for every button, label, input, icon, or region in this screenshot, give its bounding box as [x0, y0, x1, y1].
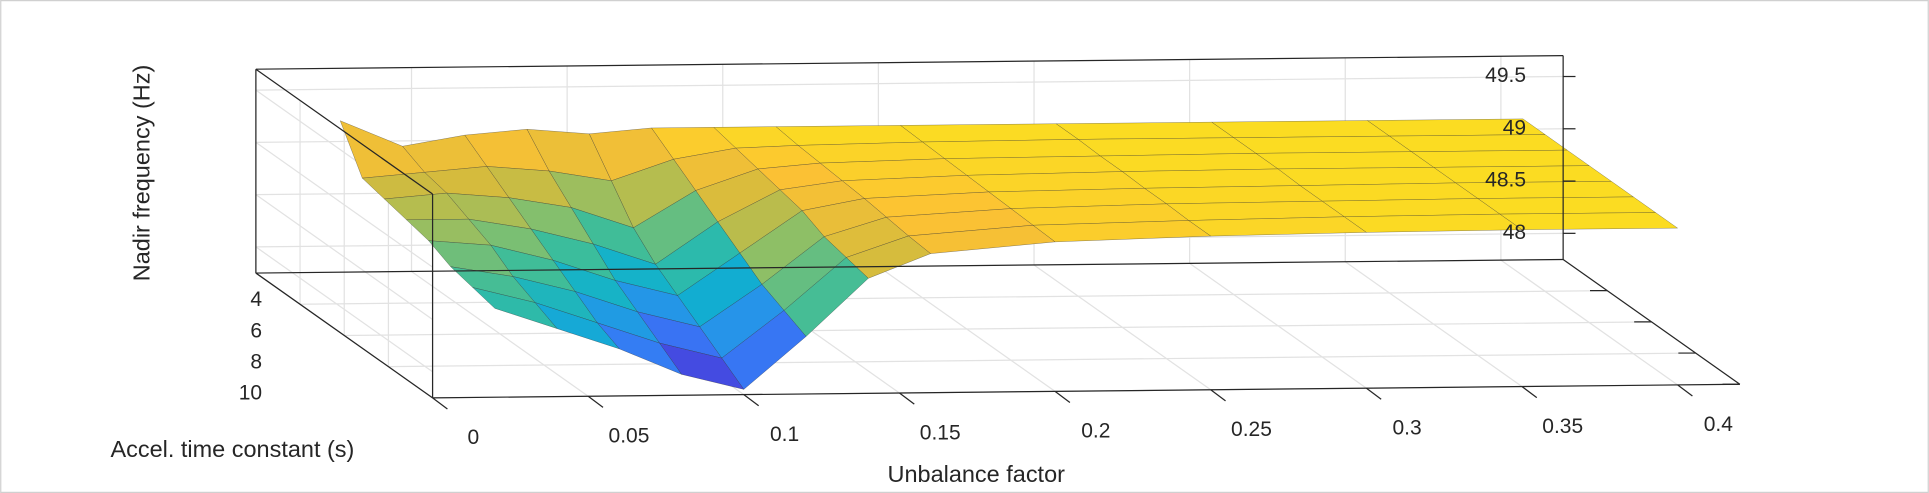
- axis-line: [255, 68, 433, 195]
- x-tick-label: 0.3: [1393, 416, 1422, 439]
- x-tick-label: 0.4: [1704, 413, 1734, 436]
- surface: [339, 118, 1679, 390]
- surface-patch: [1477, 196, 1657, 215]
- surface-patch: [1454, 181, 1635, 199]
- surface-patch: [1321, 198, 1501, 218]
- surface-patch: [1210, 120, 1391, 138]
- surface-patch: [1143, 185, 1323, 205]
- x-tick: [587, 395, 604, 408]
- y-axis-label: Accel. time constant (s): [110, 436, 354, 462]
- x-tick-label: 0.15: [920, 421, 961, 444]
- surface-patch: [1343, 213, 1523, 233]
- axis-line: [255, 54, 1564, 70]
- surface-patch: [1388, 134, 1568, 152]
- surface-patch: [1233, 135, 1413, 154]
- surface-patch: [1077, 137, 1257, 157]
- x-tick: [743, 394, 760, 407]
- x-tick-label: 0.05: [609, 425, 650, 448]
- z-tick-label: 48: [1503, 221, 1526, 244]
- surface-patch: [1099, 153, 1279, 172]
- surface-patch: [1055, 121, 1235, 140]
- grid-line: [255, 194, 433, 320]
- y-tick-label: 8: [250, 351, 262, 374]
- surface-patch: [471, 287, 558, 330]
- z-tick-label: 48.5: [1485, 169, 1526, 192]
- z-tick-label: 49: [1503, 116, 1526, 139]
- x-tick-label: 0: [468, 426, 480, 449]
- surface-patch: [1299, 182, 1479, 202]
- x-tick: [899, 392, 915, 405]
- grid-line: [255, 75, 1564, 91]
- surface-patch: [921, 139, 1101, 159]
- grid-line: [388, 352, 1696, 368]
- surface-patch: [899, 123, 1079, 143]
- grid-line: [344, 321, 1652, 337]
- x-tick: [1365, 387, 1382, 400]
- x-tick-label: 0.2: [1081, 420, 1110, 443]
- axis-line: [255, 272, 433, 399]
- surface-patch: [1121, 168, 1301, 189]
- x-tick-label: 0.35: [1542, 415, 1583, 438]
- x-tick-label: 0.1: [770, 423, 799, 446]
- x-tick: [1054, 390, 1071, 404]
- x-tick: [432, 397, 448, 410]
- surface-patch: [1187, 216, 1368, 237]
- y-tick-label: 6: [250, 319, 262, 342]
- x-tick-label: 0.25: [1231, 418, 1272, 441]
- surface-patch: [1277, 167, 1457, 186]
- grid-line: [255, 141, 433, 268]
- axis-line: [255, 258, 1564, 274]
- z-tick-label: 49.5: [1485, 64, 1526, 87]
- x-axis-label: Unbalance factor: [888, 461, 1066, 487]
- axes: 0 0.05 0.1 0.15 0.2 0.25 0.3 0.35 0.4 4 6 8 10 48 48.5…: [239, 54, 1741, 449]
- x-tick: [1677, 384, 1693, 397]
- z-axis-label: Nadir frequency (Hz): [129, 65, 155, 282]
- grid-line: [255, 246, 433, 373]
- x-tick: [1210, 389, 1226, 402]
- y-tick-label: 10: [239, 382, 262, 405]
- y-tick-label: 4: [250, 288, 262, 311]
- surface-patch: [1499, 212, 1679, 230]
- x-tick: [1521, 386, 1538, 399]
- surface-patch: [1255, 151, 1435, 170]
